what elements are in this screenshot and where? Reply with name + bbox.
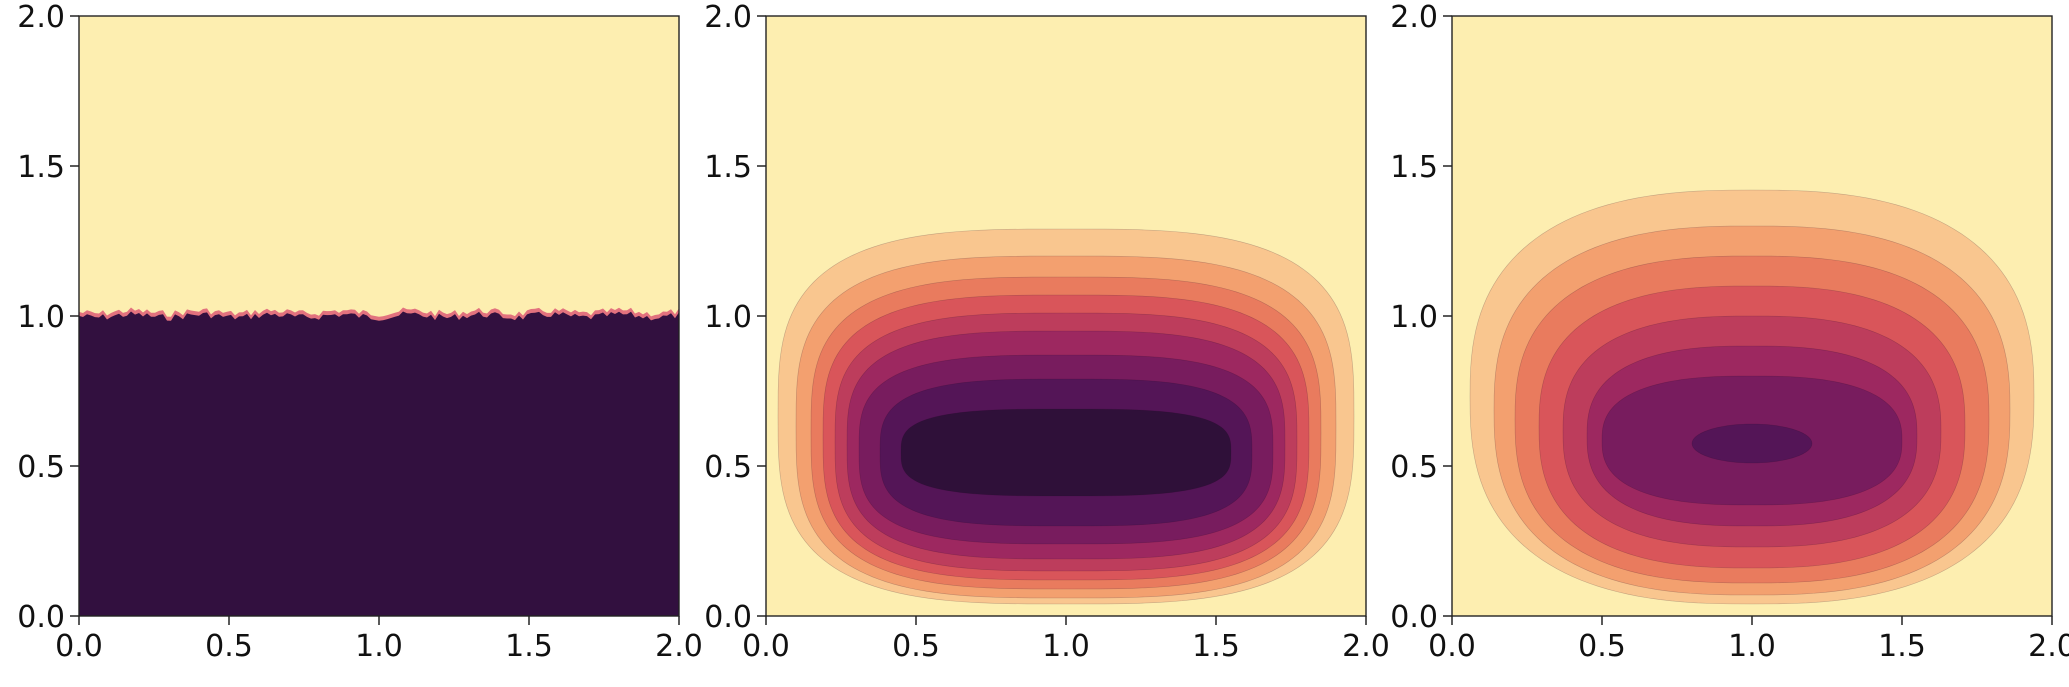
y-tick-label: 0.5 bbox=[1390, 450, 1438, 485]
x-tick-label: 0.0 bbox=[742, 629, 790, 664]
x-tick-label: 0.5 bbox=[205, 629, 253, 664]
y-tick-label: 2.0 bbox=[704, 0, 752, 35]
x-tick-label: 0.5 bbox=[892, 629, 940, 664]
dark-region bbox=[79, 311, 679, 616]
interface-band bbox=[79, 307, 679, 323]
y-tick-label: 1.0 bbox=[1390, 300, 1438, 335]
plot-area bbox=[1452, 16, 2052, 616]
y-tick-label: 2.0 bbox=[1390, 0, 1438, 35]
y-tick-label: 1.0 bbox=[704, 300, 752, 335]
contour-level-8 bbox=[900, 408, 1232, 497]
x-tick-label: 1.5 bbox=[1192, 629, 1240, 664]
plot-area bbox=[766, 16, 1366, 616]
y-tick-label: 1.5 bbox=[704, 150, 752, 185]
x-tick-label: 1.5 bbox=[1878, 629, 1926, 664]
plot-area bbox=[79, 16, 679, 616]
x-tick-label: 1.0 bbox=[1042, 629, 1090, 664]
x-tick-label: 0.5 bbox=[1578, 629, 1626, 664]
y-tick-label: 1.5 bbox=[17, 150, 65, 185]
x-tick-label: 0.0 bbox=[1428, 629, 1476, 664]
x-tick-label: 2.0 bbox=[655, 629, 703, 664]
x-tick-label: 0.0 bbox=[55, 629, 103, 664]
y-tick-label: 2.0 bbox=[17, 0, 65, 35]
contour-level-7 bbox=[1691, 423, 1813, 464]
x-tick-label: 1.5 bbox=[505, 629, 553, 664]
x-tick-label: 2.0 bbox=[1342, 629, 1390, 664]
y-tick-label: 1.5 bbox=[1390, 150, 1438, 185]
x-tick-label: 1.0 bbox=[355, 629, 403, 664]
y-tick-label: 0.0 bbox=[1390, 600, 1438, 635]
y-tick-label: 0.5 bbox=[17, 450, 65, 485]
panel-left: 0.0 0.5 1.0 1.5 2.0 0.0 0.5 1.0 1.5 2.0 bbox=[17, 0, 703, 664]
x-tick-label: 2.0 bbox=[2028, 629, 2069, 664]
y-tick-label: 0.5 bbox=[704, 450, 752, 485]
y-tick-label: 1.0 bbox=[17, 300, 65, 335]
panel-middle: 0.0 0.5 1.0 1.5 2.0 0.0 0.5 1.0 1.5 2.0 bbox=[704, 0, 1390, 664]
y-tick-label: 0.0 bbox=[704, 600, 752, 635]
x-tick-label: 1.0 bbox=[1728, 629, 1776, 664]
panel-right: 0.0 0.5 1.0 1.5 2.0 0.0 0.5 1.0 1.5 2.0 bbox=[1390, 0, 2069, 664]
y-tick-label: 0.0 bbox=[17, 600, 65, 635]
